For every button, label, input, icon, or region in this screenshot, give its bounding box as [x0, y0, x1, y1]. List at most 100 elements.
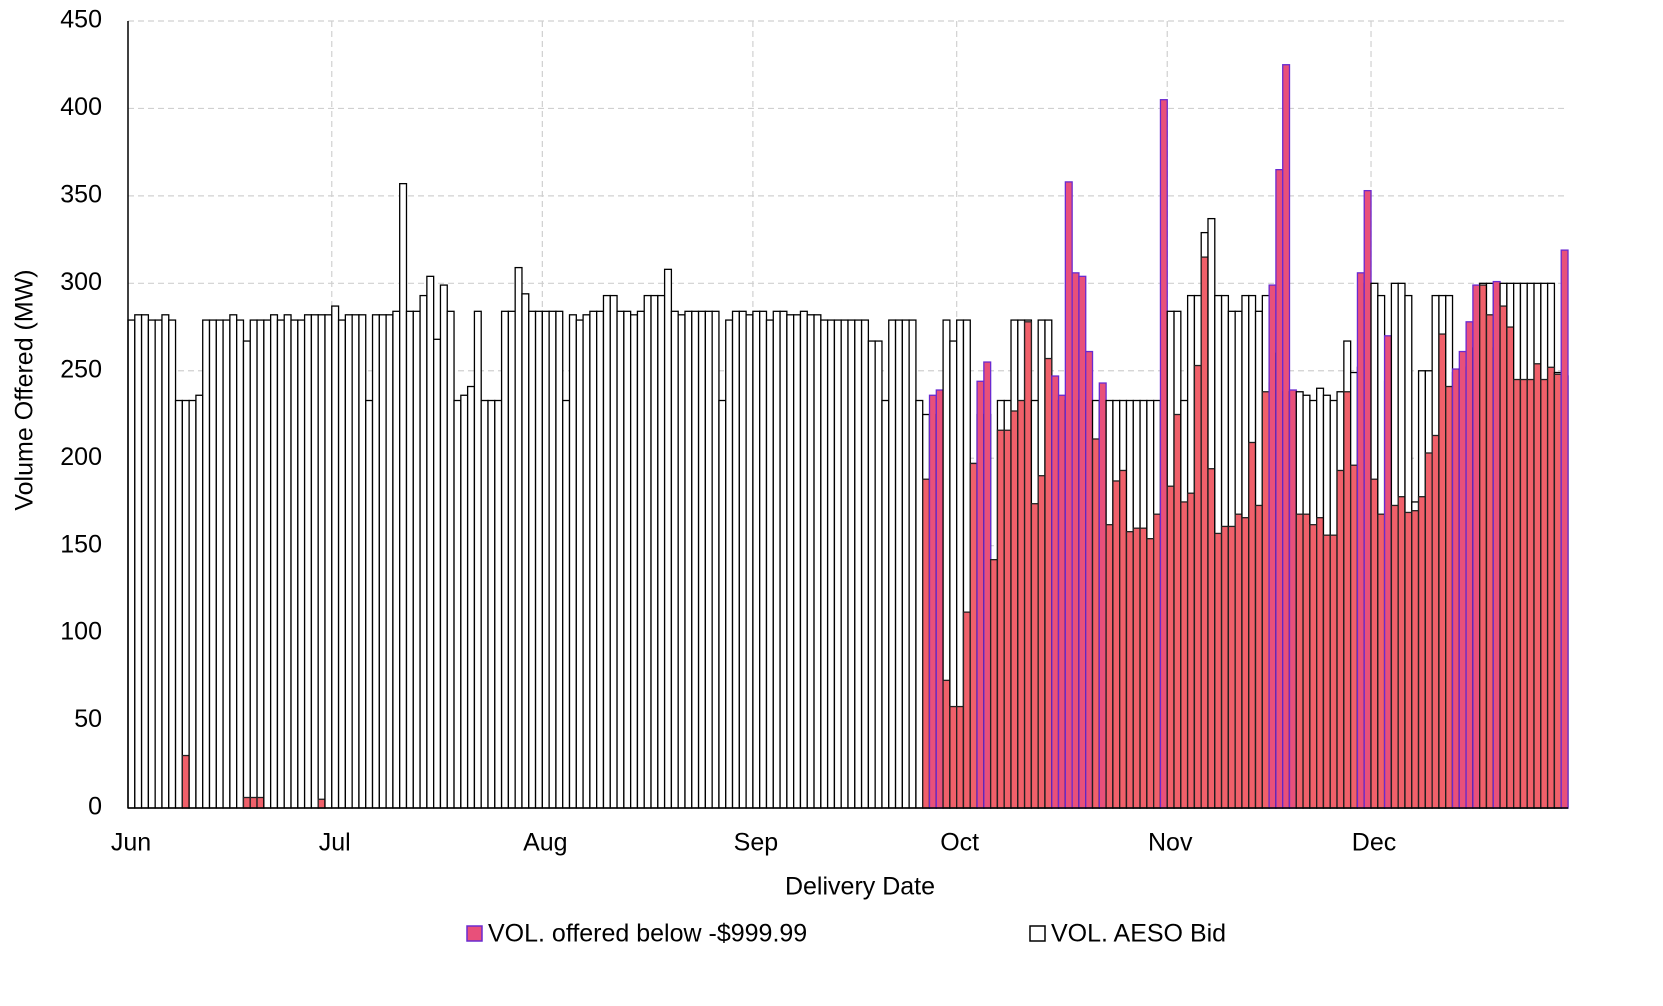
bar	[1186, 492, 1196, 809]
bar	[1417, 496, 1427, 809]
bar	[283, 314, 292, 809]
bar	[874, 340, 883, 809]
bar	[718, 399, 727, 809]
bar	[840, 319, 849, 809]
bar	[134, 314, 143, 809]
bar	[1438, 333, 1447, 809]
bar	[1098, 382, 1107, 809]
bar	[752, 310, 761, 809]
bar	[772, 310, 781, 809]
bar	[881, 399, 890, 809]
bar	[127, 319, 136, 809]
bar	[1003, 429, 1012, 809]
bar	[242, 340, 251, 809]
bar	[473, 310, 482, 809]
bar	[405, 310, 414, 809]
bar	[1445, 385, 1454, 809]
bar	[419, 294, 428, 809]
bar	[541, 310, 550, 809]
bar	[860, 319, 870, 809]
bar	[1302, 513, 1311, 809]
x-axis-label: Delivery Date	[785, 873, 935, 901]
bar	[1064, 181, 1073, 809]
bar	[1322, 534, 1331, 809]
bar	[208, 319, 217, 809]
y-tick-label: 0	[88, 793, 102, 821]
bar	[1125, 531, 1134, 809]
bar	[1268, 284, 1277, 809]
bar	[1519, 378, 1528, 809]
legend-label: VOL. offered below -$999.99	[488, 920, 807, 948]
bar	[677, 314, 686, 809]
bar	[426, 275, 435, 809]
bar	[1193, 364, 1202, 809]
bar	[915, 399, 924, 809]
bar	[1513, 378, 1522, 809]
bar	[195, 394, 204, 809]
bar	[602, 294, 611, 809]
bar	[684, 310, 693, 809]
bar	[1112, 480, 1121, 809]
bar	[949, 705, 958, 809]
bar	[1119, 469, 1128, 809]
bar	[1207, 468, 1216, 809]
bar	[759, 310, 768, 809]
bar	[1057, 394, 1067, 809]
bar	[1220, 525, 1230, 809]
bar	[636, 310, 645, 809]
bar	[616, 310, 625, 809]
x-tick-label: Nov	[1148, 829, 1193, 857]
bar	[1492, 280, 1501, 809]
bar	[269, 314, 279, 809]
bar	[711, 310, 720, 809]
bar	[629, 314, 639, 809]
bar	[317, 798, 326, 809]
bar	[575, 319, 584, 809]
bar	[487, 399, 496, 809]
bar	[1546, 366, 1556, 809]
bar	[1499, 305, 1508, 809]
bar	[188, 399, 197, 809]
bar	[331, 305, 340, 809]
bar	[202, 319, 211, 809]
bar	[1146, 538, 1155, 809]
bar	[826, 319, 836, 809]
y-axis-label: Volume Offered (MW)	[11, 269, 39, 510]
bar	[215, 319, 224, 809]
x-tick-label: Aug	[523, 829, 567, 857]
bar	[1383, 335, 1393, 809]
bar	[568, 314, 577, 809]
bar	[317, 314, 326, 809]
bar	[242, 796, 251, 809]
bar	[1085, 350, 1094, 809]
bar	[1390, 504, 1399, 809]
bar	[650, 294, 659, 809]
bar	[854, 319, 863, 809]
bar	[297, 319, 306, 809]
bar	[745, 314, 754, 809]
bar	[1078, 275, 1087, 809]
bar	[1173, 413, 1182, 809]
bar	[731, 310, 740, 809]
bar	[1071, 272, 1080, 809]
bar	[1404, 511, 1413, 809]
bar	[847, 319, 856, 809]
bar	[494, 399, 503, 809]
bar	[1316, 517, 1325, 809]
bar	[1261, 391, 1270, 809]
bar	[1411, 510, 1420, 809]
bar	[344, 314, 353, 809]
bar	[161, 314, 170, 809]
bar	[833, 319, 842, 809]
bar	[392, 310, 401, 809]
bar	[1037, 475, 1046, 809]
bar	[1329, 534, 1338, 809]
bar	[412, 310, 421, 809]
bar	[310, 314, 319, 809]
bar	[901, 319, 910, 809]
bar	[1044, 357, 1053, 809]
bar	[643, 294, 652, 809]
bar	[793, 314, 802, 809]
bar	[433, 338, 442, 809]
